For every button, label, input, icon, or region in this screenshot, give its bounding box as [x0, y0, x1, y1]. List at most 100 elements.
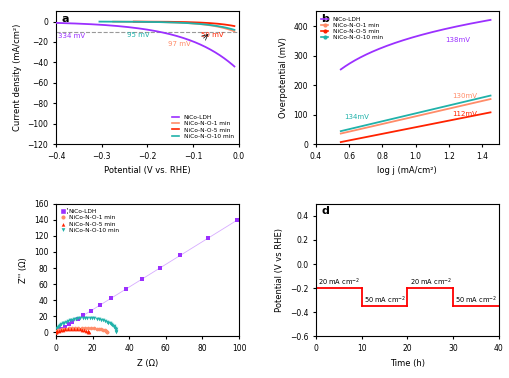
Point — [84, 325, 92, 331]
Point — [70, 326, 78, 332]
Point — [53, 328, 62, 334]
Point — [87, 308, 95, 314]
Text: a: a — [62, 14, 69, 24]
Point — [63, 325, 71, 332]
Point — [64, 326, 72, 332]
Text: d: d — [321, 206, 329, 216]
Point — [102, 328, 110, 334]
Text: 95 mV: 95 mV — [127, 33, 150, 38]
Point — [84, 328, 93, 335]
Point — [104, 319, 112, 325]
Point — [60, 319, 68, 325]
Point — [95, 326, 103, 332]
Point — [75, 327, 83, 333]
Point — [95, 316, 103, 322]
Text: 130mV: 130mV — [452, 93, 477, 99]
Point — [52, 327, 60, 333]
Point — [108, 322, 117, 328]
Point — [52, 328, 61, 335]
Point — [101, 318, 109, 324]
Text: 112mV: 112mV — [452, 111, 477, 117]
Point — [59, 327, 67, 333]
X-axis label: Potential (V vs. RHE): Potential (V vs. RHE) — [104, 166, 191, 175]
Point — [68, 319, 76, 325]
Text: c: c — [62, 206, 68, 216]
Point — [99, 317, 107, 323]
Point — [87, 325, 95, 331]
X-axis label: log j (mA/cm²): log j (mA/cm²) — [378, 166, 437, 175]
Point — [54, 328, 63, 334]
Point — [56, 327, 65, 333]
Point — [103, 329, 111, 335]
Point — [111, 327, 120, 333]
Point — [138, 276, 146, 282]
Point — [97, 326, 105, 332]
Point — [77, 325, 86, 331]
Point — [99, 327, 107, 333]
Point — [81, 325, 89, 331]
Point — [111, 325, 119, 332]
Point — [65, 325, 73, 331]
Point — [156, 265, 164, 271]
Point — [59, 320, 67, 326]
Point — [71, 325, 79, 331]
Point — [83, 328, 92, 334]
Point — [66, 317, 74, 323]
Point — [112, 328, 121, 335]
Point — [68, 317, 76, 323]
Text: 134mV: 134mV — [344, 114, 369, 120]
Point — [107, 321, 115, 327]
Point — [67, 326, 75, 332]
Point — [52, 328, 61, 335]
Point — [58, 326, 66, 332]
Point — [102, 319, 110, 325]
Point — [96, 302, 104, 308]
Point — [54, 324, 62, 330]
Point — [65, 321, 73, 327]
Point — [103, 328, 111, 335]
Text: 50 mV: 50 mV — [202, 32, 224, 38]
Point — [74, 325, 82, 331]
Point — [82, 328, 90, 334]
Point — [58, 326, 66, 332]
Text: b: b — [321, 14, 329, 24]
Point — [61, 327, 69, 333]
Point — [90, 325, 98, 331]
Point — [52, 327, 61, 333]
Point — [97, 317, 105, 323]
Point — [73, 326, 81, 332]
Point — [56, 322, 64, 328]
Text: 334 mV: 334 mV — [58, 33, 86, 39]
Point — [55, 323, 63, 329]
Point — [62, 319, 70, 325]
Text: 50 mA cm$^{-2}$: 50 mA cm$^{-2}$ — [364, 294, 406, 306]
X-axis label: Z (Ω): Z (Ω) — [137, 359, 158, 368]
Point — [233, 217, 241, 223]
Point — [53, 328, 61, 334]
Point — [57, 321, 65, 327]
Point — [93, 316, 101, 322]
Point — [54, 328, 63, 334]
Point — [86, 315, 94, 321]
Text: 138mV: 138mV — [445, 37, 471, 43]
Point — [52, 329, 60, 335]
Point — [76, 315, 84, 321]
Point — [64, 318, 72, 324]
Point — [112, 327, 120, 333]
Point — [101, 327, 109, 333]
Text: 50 mA cm$^{-2}$: 50 mA cm$^{-2}$ — [456, 294, 498, 306]
Point — [122, 286, 130, 292]
Point — [80, 327, 89, 333]
Point — [109, 323, 118, 329]
Point — [85, 329, 93, 335]
Point — [88, 315, 96, 321]
Point — [56, 327, 64, 333]
Point — [93, 325, 101, 332]
Point — [60, 326, 68, 332]
Text: 20 mA cm$^{-2}$: 20 mA cm$^{-2}$ — [410, 277, 452, 288]
Point — [78, 327, 86, 333]
Point — [81, 315, 89, 321]
Point — [204, 235, 212, 241]
Point — [74, 315, 82, 321]
Point — [90, 315, 98, 321]
